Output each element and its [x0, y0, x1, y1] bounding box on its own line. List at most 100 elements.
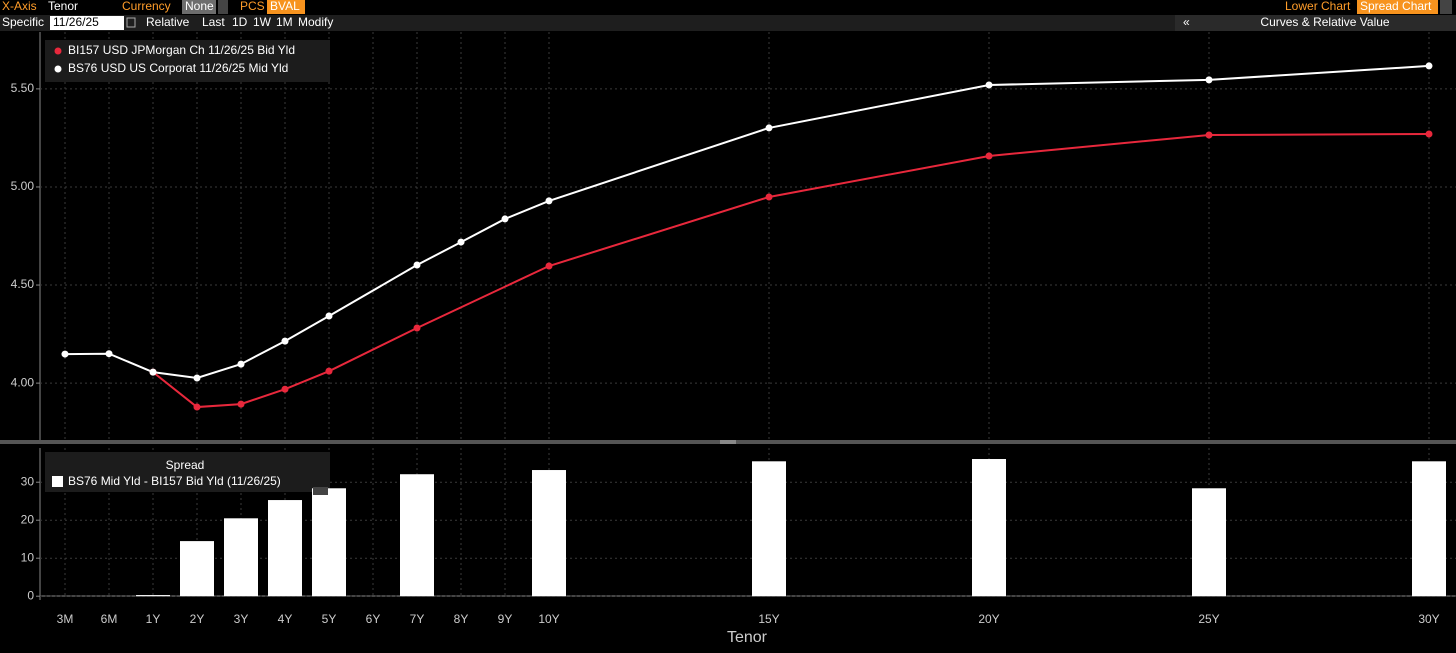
legend-box [45, 40, 330, 82]
x-tick-label: 30Y [1418, 612, 1439, 626]
data-point [105, 350, 113, 358]
label: Lower Chart [1285, 0, 1351, 13]
x-tick-label: 3M [57, 612, 74, 626]
data-point [413, 261, 421, 269]
y-tick-label: 20 [21, 512, 35, 526]
bar [400, 474, 434, 597]
x-tick-label: 8Y [454, 612, 469, 626]
data-point [193, 374, 201, 382]
x-tick-label: 2Y [190, 612, 205, 626]
legend-marker [54, 65, 62, 73]
button[interactable]: Last [202, 15, 225, 29]
x-tick-label: 7Y [410, 612, 425, 626]
data-point [1205, 131, 1213, 139]
label: Currency [122, 0, 171, 13]
x-tick-label: 6Y [366, 612, 381, 626]
value[interactable]: Spread Chart [1360, 0, 1432, 13]
legend-title: Spread [166, 458, 205, 472]
date-input[interactable] [50, 16, 124, 30]
data-point [501, 215, 509, 223]
button[interactable]: 1D [232, 15, 248, 29]
x-tick-label: 6M [101, 612, 118, 626]
x-tick-label: 1Y [146, 612, 161, 626]
data-point [457, 238, 465, 246]
value[interactable]: None [185, 0, 214, 13]
legend-marker [54, 47, 62, 55]
y-tick-label: 0 [27, 588, 34, 602]
legend-marker [52, 476, 63, 487]
bar [136, 595, 170, 597]
x-tick-label: 20Y [978, 612, 999, 626]
label: X-Axis [2, 0, 37, 13]
legend-label: BS76 Mid Yld - BI157 Bid Yld (11/26/25) [68, 474, 281, 488]
dropdown[interactable] [267, 0, 305, 14]
bar [312, 488, 346, 597]
data-point [237, 360, 245, 368]
dropdown[interactable] [182, 0, 216, 14]
x-tick-label: 3Y [234, 612, 249, 626]
splitter-handle[interactable] [720, 440, 736, 444]
dropdown-arrow[interactable] [218, 0, 228, 14]
y-tick-label: 30 [21, 474, 35, 488]
data-point [765, 124, 773, 132]
x-tick-label: 9Y [498, 612, 513, 626]
legend-tab [313, 487, 328, 495]
bar [752, 461, 786, 597]
value[interactable]: BVAL [270, 0, 300, 13]
data-point [1205, 76, 1213, 84]
data-point [193, 403, 201, 411]
bar [224, 518, 258, 597]
toolbar-row [0, 15, 1456, 31]
y-tick-label: 5.50 [11, 81, 35, 95]
x-tick-label: 15Y [758, 612, 779, 626]
data-point [325, 312, 333, 320]
bar [180, 541, 214, 597]
button[interactable]: 1W [253, 15, 272, 29]
bar [1412, 461, 1446, 597]
legend-label: BS76 USD US Corporat 11/26/25 Mid Yld [68, 61, 288, 75]
panel-bar [1175, 15, 1456, 31]
data-point [1425, 130, 1433, 138]
label: Specific [2, 15, 44, 29]
y-tick-label: 4.50 [11, 277, 35, 291]
collapse-button[interactable]: « [1183, 15, 1190, 29]
data-point [545, 197, 553, 205]
y-tick-label: 4.00 [11, 375, 35, 389]
data-point [281, 337, 289, 345]
x-tick-label: 25Y [1198, 612, 1219, 626]
x-tick-label: 5Y [322, 612, 337, 626]
date[interactable]: 11/26/25 [53, 15, 99, 29]
y-tick-label: 5.00 [11, 179, 35, 193]
y-tick-label: 10 [21, 550, 35, 564]
x-axis-title: Tenor [727, 629, 768, 646]
dropdown-arrow[interactable] [1440, 0, 1452, 14]
data-point [1425, 62, 1433, 70]
button[interactable]: 1M [276, 15, 293, 29]
bar [972, 459, 1006, 597]
bar [1192, 488, 1226, 597]
data-point [237, 400, 245, 408]
data-point [281, 385, 289, 393]
value[interactable]: Tenor [48, 0, 78, 13]
data-point [149, 368, 157, 376]
data-point [765, 193, 773, 201]
x-tick-label: 10Y [538, 612, 559, 626]
data-point [325, 367, 333, 375]
button[interactable]: Relative [146, 15, 190, 29]
data-point [545, 262, 553, 270]
data-point [413, 324, 421, 332]
x-tick-label: 4Y [278, 612, 293, 626]
calendar-icon[interactable] [126, 17, 136, 28]
data-point [61, 350, 69, 358]
data-point [985, 81, 993, 89]
button[interactable]: Modify [298, 15, 333, 29]
dropdown[interactable] [1357, 0, 1438, 14]
bar [268, 500, 302, 597]
panel-title: Curves & Relative Value [1260, 15, 1389, 29]
legend-box [45, 452, 330, 492]
legend-label: BI157 USD JPMorgan Ch 11/26/25 Bid Yld [68, 43, 295, 57]
bar [532, 470, 566, 597]
